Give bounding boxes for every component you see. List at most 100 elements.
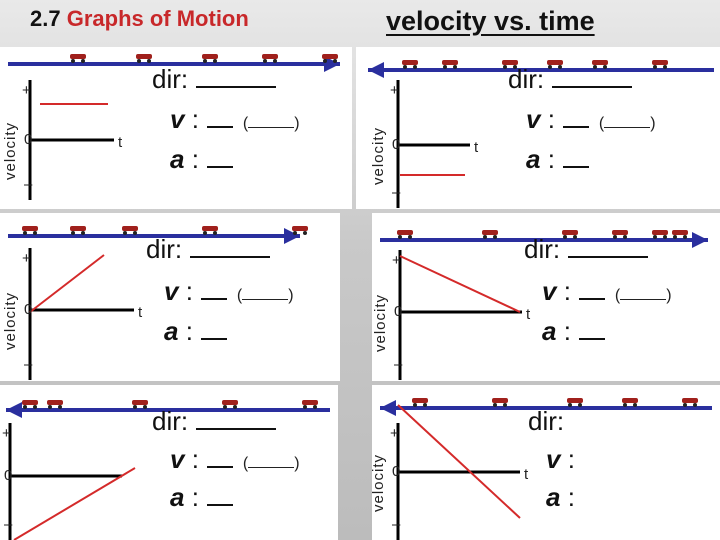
car-wheel [33, 231, 37, 235]
v-sign-blank[interactable]: () [242, 115, 300, 132]
graph-svg [6, 400, 330, 540]
tick-plus: + [390, 425, 399, 442]
dir-blank[interactable] [196, 64, 277, 88]
car-marker [567, 398, 583, 403]
tick-minus: – [24, 176, 33, 193]
v-sign-blank[interactable]: () [236, 287, 294, 304]
car-marker [412, 398, 428, 403]
car-marker [397, 230, 413, 235]
dir-label: dir: [528, 406, 565, 436]
a-row: a : [542, 316, 605, 347]
car-wheel [203, 59, 207, 63]
section-topic: Graphs of Motion [66, 6, 249, 31]
dir-label: dir: [524, 234, 561, 264]
dir-blank[interactable] [568, 234, 649, 258]
car-wheel [293, 231, 297, 235]
car-wheel [273, 59, 277, 63]
car-marker [136, 54, 152, 59]
car-marker [70, 226, 86, 231]
v-row: v : () [170, 444, 300, 475]
v-row: v : () [170, 104, 300, 135]
motion-arrowhead [368, 62, 384, 78]
graph-title: velocity vs. time [386, 6, 595, 36]
car-marker [562, 230, 578, 235]
tick-t: t [138, 304, 143, 321]
car-wheel [493, 235, 497, 239]
v-colon: : [178, 276, 193, 306]
v-blank[interactable] [578, 276, 605, 300]
car-wheel [558, 65, 562, 69]
car-wheel [623, 403, 627, 407]
dir-blank[interactable] [190, 234, 271, 258]
a-symbol: a [170, 144, 185, 174]
car-wheel [663, 235, 667, 239]
dir-blank[interactable] [196, 406, 277, 430]
dir-row: dir: [152, 64, 277, 95]
tick-minus: – [394, 356, 403, 373]
v-blank[interactable] [206, 104, 233, 128]
car-marker [652, 230, 668, 235]
velocity-graph-line [399, 255, 521, 313]
v-row: v : [546, 444, 575, 475]
car-wheel [513, 65, 517, 69]
motion-arrowhead [6, 402, 22, 418]
tick-plus: + [2, 425, 11, 442]
car-wheel [683, 235, 687, 239]
axis-label-velocity: velocity [2, 291, 19, 350]
car-wheel [593, 65, 597, 69]
axis-label-velocity: velocity [372, 293, 389, 352]
car-wheel [603, 65, 607, 69]
v-sign-blank[interactable]: () [242, 455, 300, 472]
tick-minus: – [392, 184, 401, 201]
dir-blank[interactable] [552, 64, 633, 88]
car-wheel [81, 59, 85, 63]
tick-plus: + [22, 82, 31, 99]
car-marker [322, 54, 338, 59]
v-blank[interactable] [206, 444, 233, 468]
car-marker [672, 230, 688, 235]
tick-t: t [526, 306, 531, 323]
v-row: v : () [164, 276, 294, 307]
car-wheel [23, 405, 27, 409]
car-marker [442, 60, 458, 65]
v-row: v : () [542, 276, 672, 307]
tick-plus: + [392, 252, 401, 269]
a-symbol: a [526, 144, 541, 174]
car-wheel [147, 59, 151, 63]
tick-t: t [524, 466, 529, 483]
v-blank[interactable] [562, 104, 589, 128]
a-colon: : [184, 482, 199, 512]
graph-svg [8, 54, 340, 200]
a-blank[interactable] [562, 144, 589, 168]
graph-panel-1: velocity +0 – t dir: v : () a : [0, 47, 352, 209]
tick-zero: 0 [394, 303, 403, 320]
car-wheel [653, 235, 657, 239]
car-wheel [58, 405, 62, 409]
v-colon: : [540, 104, 555, 134]
v-blank[interactable] [200, 276, 227, 300]
car-wheel [133, 231, 137, 235]
motion-arrowhead [284, 228, 300, 244]
tick-zero: 0 [392, 136, 401, 153]
a-row: a : [170, 144, 233, 175]
a-blank[interactable] [206, 482, 233, 506]
car-wheel [143, 405, 147, 409]
car-wheel [578, 403, 582, 407]
car-wheel [81, 231, 85, 235]
v-sign-blank[interactable]: () [614, 287, 672, 304]
graph-svg [380, 398, 712, 540]
a-blank[interactable] [200, 316, 227, 340]
v-sign-blank[interactable]: () [598, 115, 656, 132]
car-marker [22, 400, 38, 405]
motion-arrowhead [692, 232, 708, 248]
car-marker [22, 226, 38, 231]
car-wheel [398, 235, 402, 239]
a-blank[interactable] [206, 144, 233, 168]
car-marker [652, 60, 668, 65]
car-wheel [568, 403, 572, 407]
car-marker [612, 230, 628, 235]
tick-zero: 0 [24, 131, 33, 148]
a-blank[interactable] [578, 316, 605, 340]
graph-svg [8, 226, 308, 380]
car-wheel [663, 65, 667, 69]
